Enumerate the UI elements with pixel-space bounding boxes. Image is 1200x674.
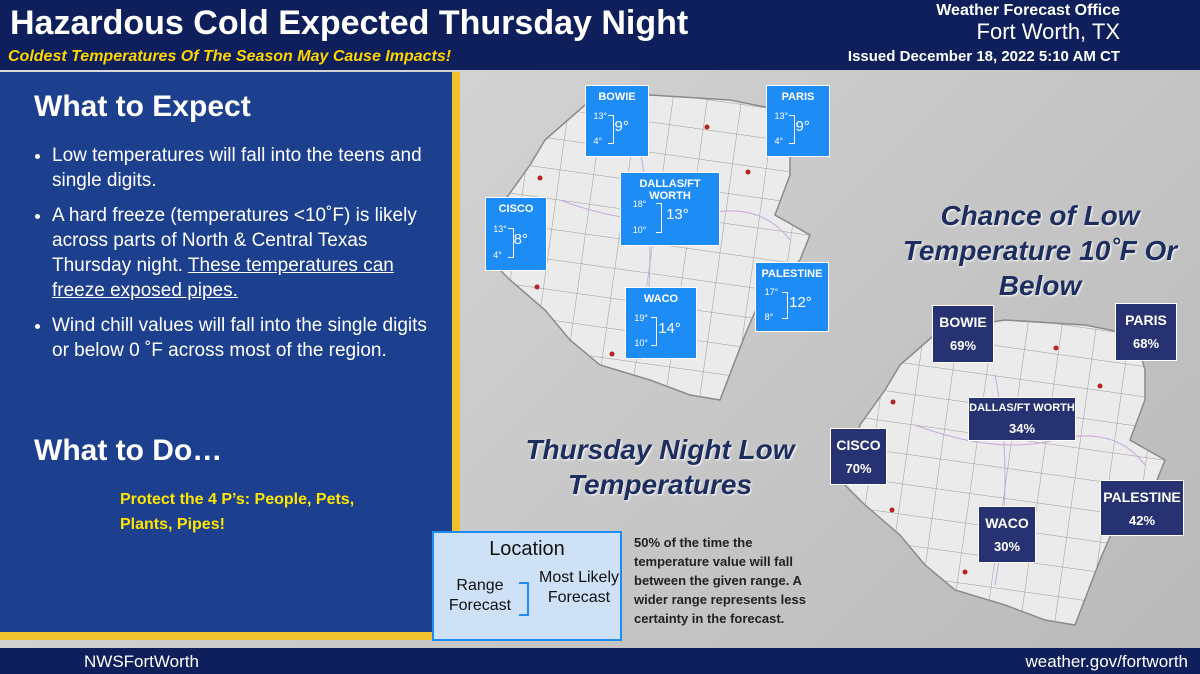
chance-city-box: CISCO 70% xyxy=(830,428,887,485)
city-name: PALESTINE xyxy=(1103,489,1181,505)
city-dots xyxy=(534,124,1103,575)
city-name: CISCO xyxy=(836,437,881,453)
bullet-text: A hard freeze (temperatures <10˚F) is li… xyxy=(52,205,417,276)
bullets: Low temperatures will fall into the teen… xyxy=(30,143,430,363)
left-panel xyxy=(0,72,460,640)
bullet-text: Wind chill values will fall into the sin… xyxy=(52,315,427,361)
chance-value: 69% xyxy=(949,338,977,353)
city-name: CISCO xyxy=(498,203,534,215)
legend-bracket xyxy=(519,582,529,616)
range-high: 13° xyxy=(593,111,608,122)
city-name: PARIS xyxy=(1125,312,1167,328)
range-bracket xyxy=(651,317,658,346)
footer-url: weather.gov/fortworth xyxy=(1025,652,1188,671)
chance-city-box: BOWIE 69% xyxy=(932,305,994,363)
chance-city-box: PALESTINE 42% xyxy=(1100,480,1184,536)
office-location: Fort Worth, TX xyxy=(976,19,1120,44)
bullet: Low temperatures will fall into the teen… xyxy=(52,143,430,193)
expect-heading: What to Expect xyxy=(34,90,251,123)
bullet-text: Low temperatures will fall into the teen… xyxy=(52,145,422,191)
range-low: 8° xyxy=(764,311,774,322)
most-likely: 9° xyxy=(795,118,810,136)
low-city-box: BOWIE 13° 4° 9° xyxy=(585,85,649,157)
low-city-box: PALESTINE 17° 8° 12° xyxy=(755,262,829,332)
city-name: PALESTINE xyxy=(761,268,823,280)
subtitle: Coldest Temperatures Of The Season May C… xyxy=(8,48,452,65)
chance-city-box: PARIS 68% xyxy=(1115,303,1177,361)
range-low: 4° xyxy=(774,136,784,147)
most-likely: 13° xyxy=(666,206,689,224)
legend-range: Range Forecast xyxy=(448,577,512,614)
low-city-box: DALLAS/FT WORTH 18° 10° 13° xyxy=(620,172,720,246)
city-name: BOWIE xyxy=(939,314,987,330)
range-low: 4° xyxy=(493,249,502,260)
chance-value: 70% xyxy=(845,461,872,476)
most-likely: 14° xyxy=(658,320,681,338)
range-bracket xyxy=(781,291,788,320)
city-name: BOWIE xyxy=(598,91,636,103)
chance-value: 34% xyxy=(1008,421,1036,436)
bullet: Wind chill values will fall into the sin… xyxy=(52,313,430,363)
range-low: 10° xyxy=(634,338,649,349)
range-low: 4° xyxy=(593,136,603,147)
low-city-box: WACO 19° 10° 14° xyxy=(625,287,697,359)
range-high: 18° xyxy=(632,198,647,209)
low-city-box: PARIS 13° 4° 9° xyxy=(766,85,830,157)
city-name: DALLAS/FT WORTH xyxy=(639,178,701,202)
city-name: PARIS xyxy=(781,91,815,103)
range-high: 13° xyxy=(774,111,789,122)
low-city-box: CISCO 13° 4° 8° xyxy=(485,197,547,271)
expect-list: Low temperatures will fall into the teen… xyxy=(30,143,430,373)
range-bracket xyxy=(507,228,514,258)
chance-city-box: WACO 30% xyxy=(978,506,1036,563)
range-high: 17° xyxy=(764,287,779,298)
footer-bar xyxy=(0,648,1200,674)
city-name: WACO xyxy=(643,293,679,305)
chance-map-title: Chance of Low Temperature 10˚F Or Below xyxy=(902,200,1178,301)
bullet-underlined: These temperatures can freeze exposed pi… xyxy=(52,255,394,301)
todo-text: Protect the 4 P’s: People, Pets, Plants,… xyxy=(120,491,355,533)
city-name: WACO xyxy=(985,515,1029,531)
header-bar xyxy=(0,0,1200,70)
range-low: 10° xyxy=(632,224,647,235)
chance-value: 68% xyxy=(1132,336,1160,351)
office: Weather Forecast Office xyxy=(936,2,1120,19)
most-likely: 9° xyxy=(614,118,629,136)
city-name: DALLAS/FT WORTH xyxy=(969,402,1075,414)
legend-likely: Most Likely Forecast xyxy=(538,569,620,606)
footer-handle: NWSFortWorth xyxy=(84,652,199,671)
most-likely: 12° xyxy=(789,294,812,312)
legend-note: 50% of the time the temperature value wi… xyxy=(634,535,806,626)
range-high: 19° xyxy=(634,313,649,324)
title: Hazardous Cold Expected Thursday Night xyxy=(10,4,689,42)
range-bracket xyxy=(656,203,663,233)
chance-map xyxy=(844,319,1166,626)
low-map-title: Thursday Night Low Temperatures xyxy=(525,434,795,500)
chance-value: 42% xyxy=(1128,513,1156,528)
chance-city-box: DALLAS/FT WORTH 34% xyxy=(968,397,1076,441)
bullet: A hard freeze (temperatures <10˚F) is li… xyxy=(52,203,430,303)
issued: Issued December 18, 2022 5:10 AM CT xyxy=(847,48,1120,65)
chance-value: 30% xyxy=(993,539,1021,554)
legend-location: Location xyxy=(489,538,565,560)
range-high: 13° xyxy=(493,223,507,234)
range-bracket xyxy=(789,115,796,144)
range-bracket xyxy=(608,115,615,144)
todo-heading: What to Do… xyxy=(34,434,223,467)
most-likely: 8° xyxy=(513,231,528,249)
